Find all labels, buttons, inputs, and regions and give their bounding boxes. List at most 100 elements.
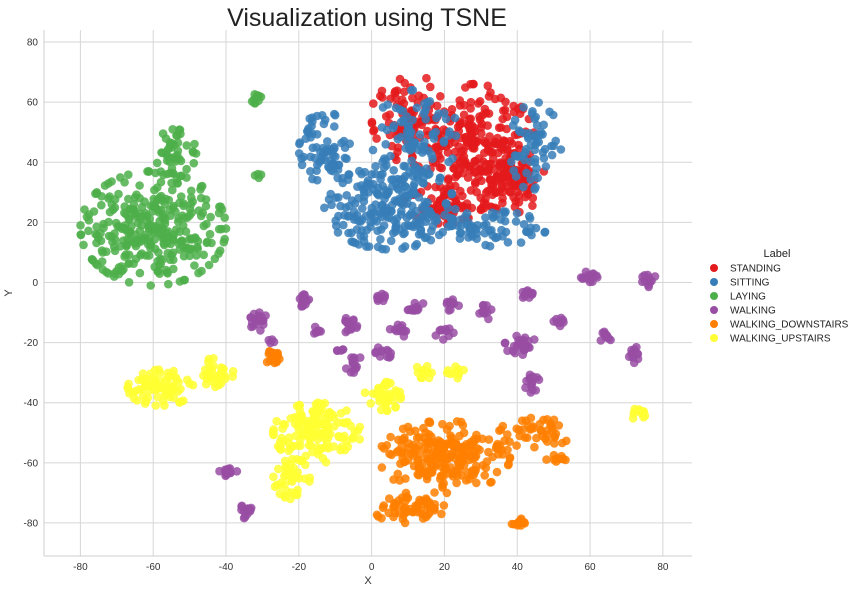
point-4-0-215 <box>473 444 482 453</box>
point-3-2-7 <box>310 329 319 338</box>
point-5-5-7 <box>417 373 427 383</box>
point-5-5-11 <box>424 373 434 383</box>
legend-label-3: WALKING <box>730 306 776 317</box>
point-3-5-9 <box>373 291 382 301</box>
point-1-2-85 <box>428 129 438 139</box>
point-2-0-123 <box>135 193 144 203</box>
point-1-3-37 <box>541 162 551 171</box>
point-1-2-81 <box>382 125 392 135</box>
point-4-5-9 <box>549 450 559 460</box>
point-4-1-40 <box>439 501 449 510</box>
point-1-0-213 <box>402 213 412 223</box>
point-5-0-65 <box>177 397 186 406</box>
point-2-0-197 <box>192 251 201 260</box>
data-points <box>76 73 660 530</box>
point-1-2-82 <box>405 128 414 137</box>
point-4-1-35 <box>403 493 413 503</box>
point-3-15-5 <box>559 318 568 327</box>
point-2-0-232 <box>198 208 208 218</box>
point-2-1-42 <box>171 157 180 166</box>
point-1-3-47 <box>510 115 520 125</box>
point-4-0-87 <box>377 463 387 472</box>
point-2-0-144 <box>89 207 99 216</box>
point-1-4-69 <box>456 215 465 224</box>
point-1-0-106 <box>397 206 406 216</box>
point-3-0-19 <box>259 320 268 329</box>
point-1-3-28 <box>532 121 542 130</box>
point-5-0-26 <box>151 401 160 410</box>
point-0-0-239 <box>484 109 494 118</box>
point-1-0-136 <box>434 230 444 240</box>
legend-label-1: SITTING <box>730 278 770 289</box>
point-1-0-209 <box>326 189 336 199</box>
point-4-0-176 <box>452 417 462 426</box>
legend-label-2: LAYING <box>730 292 766 303</box>
point-4-0-181 <box>421 437 431 447</box>
point-5-2-148 <box>291 431 301 441</box>
point-1-1-27 <box>295 139 304 149</box>
point-4-0-189 <box>441 449 451 458</box>
point-4-0-226 <box>421 466 430 475</box>
point-5-2-111 <box>280 420 290 430</box>
point-2-0-256 <box>155 260 164 270</box>
point-1-0-19 <box>342 191 352 200</box>
legend-marker-3 <box>710 306 718 314</box>
point-1-1-51 <box>306 167 315 176</box>
point-3-13-21 <box>500 338 510 348</box>
point-4-1-48 <box>385 494 394 503</box>
point-2-0-169 <box>135 181 144 190</box>
point-1-2-52 <box>412 103 422 113</box>
point-1-2-77 <box>421 114 431 124</box>
point-1-2-74 <box>418 148 427 157</box>
point-1-4-49 <box>456 228 466 238</box>
point-5-2-146 <box>319 429 329 439</box>
point-5-4-28 <box>366 399 376 408</box>
point-3-17-11 <box>647 276 656 286</box>
point-2-2-7 <box>256 92 266 102</box>
point-3-12-11 <box>527 290 537 299</box>
point-2-0-252 <box>187 208 196 218</box>
legend-title: Label <box>764 248 791 260</box>
legend-marker-1 <box>710 278 718 286</box>
point-1-1-56 <box>312 166 321 175</box>
point-2-0-245 <box>96 228 105 238</box>
point-1-0-202 <box>392 214 402 223</box>
point-2-0-115 <box>146 281 155 290</box>
point-4-0-220 <box>498 450 507 459</box>
point-4-0-190 <box>463 451 473 461</box>
point-5-0-73 <box>174 377 183 387</box>
point-1-2-41 <box>393 134 403 144</box>
point-3-14-12 <box>528 385 537 395</box>
y-tick-label-1: -60 <box>24 458 39 469</box>
point-2-0-312 <box>176 237 185 247</box>
point-2-0-194 <box>216 202 225 211</box>
point-0-0-252 <box>493 148 503 158</box>
point-0-0-179 <box>458 191 467 201</box>
point-3-10-3 <box>431 331 441 340</box>
point-5-3-22 <box>274 464 283 474</box>
point-2-0-230 <box>193 244 202 254</box>
point-3-0-16 <box>254 311 264 321</box>
point-1-2-16 <box>409 164 418 174</box>
point-4-3-17 <box>275 354 284 364</box>
point-0-0-254 <box>470 127 480 136</box>
point-4-2-33 <box>521 416 531 426</box>
point-0-2-80 <box>514 197 524 207</box>
point-1-0-27 <box>371 162 380 171</box>
point-0-1-56 <box>385 110 395 119</box>
point-4-0-173 <box>405 427 415 436</box>
point-4-0-183 <box>409 443 419 453</box>
point-2-0-286 <box>155 193 164 202</box>
point-0-0-224 <box>465 120 474 129</box>
point-5-6-7 <box>442 368 452 378</box>
point-1-4-58 <box>499 207 508 216</box>
point-2-0-120 <box>206 212 215 222</box>
point-2-0-163 <box>179 275 188 285</box>
point-1-3-58 <box>519 103 528 112</box>
point-0-2-60 <box>488 182 498 192</box>
point-0-0-241 <box>458 161 467 171</box>
point-3-15-7 <box>549 317 558 326</box>
point-1-0-73 <box>376 235 385 244</box>
point-3-18-8 <box>604 334 614 343</box>
point-4-0-168 <box>446 431 455 441</box>
